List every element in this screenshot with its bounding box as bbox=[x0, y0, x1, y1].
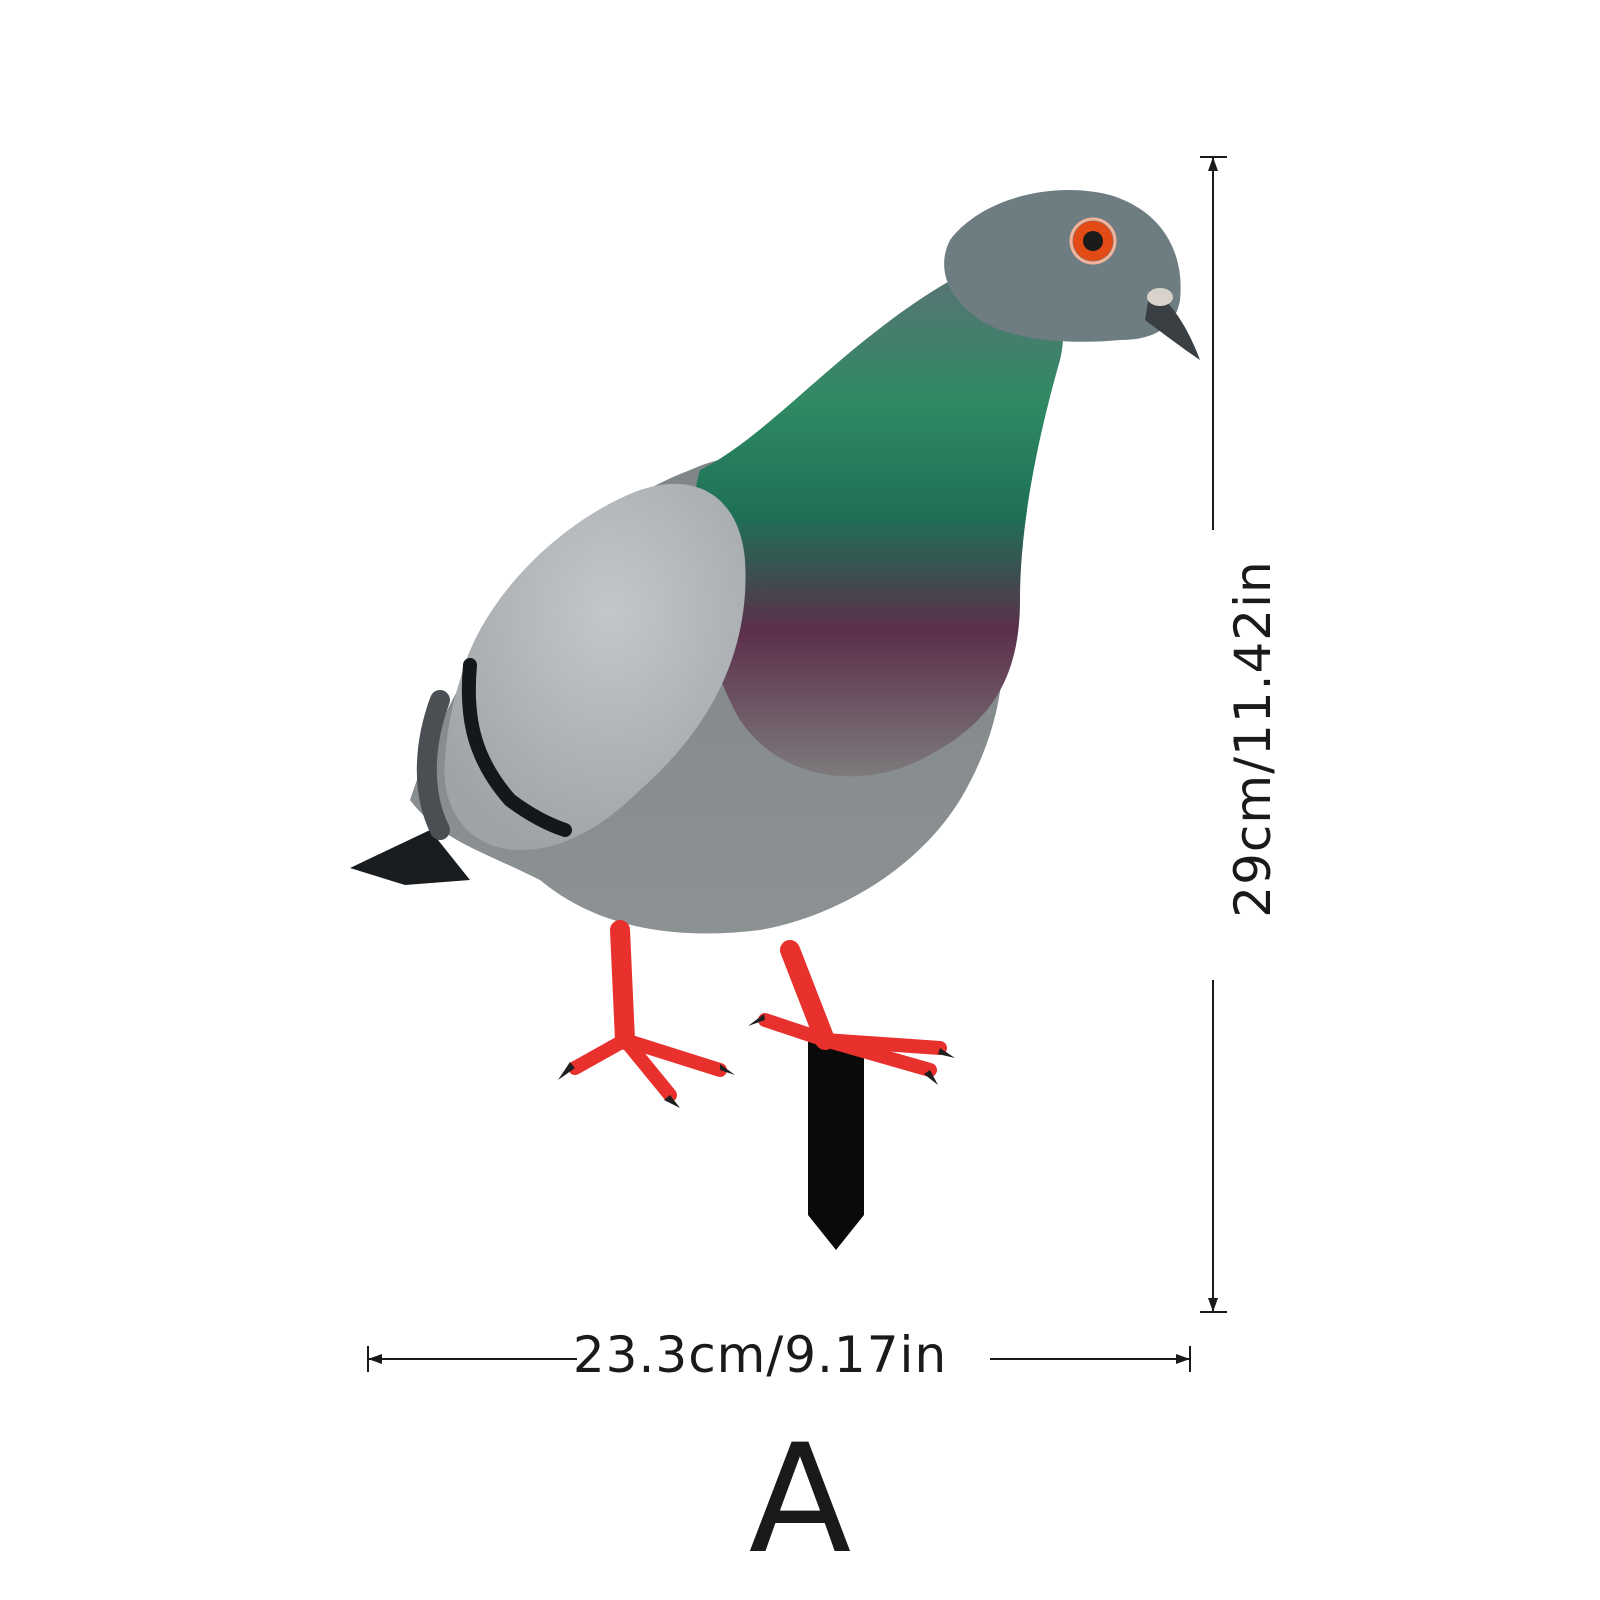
ground-stake bbox=[808, 1040, 864, 1250]
width-label: 23.3cm/9.17in bbox=[572, 1326, 948, 1384]
pigeon-claws bbox=[558, 1014, 955, 1108]
pigeon-feet bbox=[568, 920, 947, 1102]
width-dimension-line bbox=[367, 1346, 1191, 1372]
pigeon-tail bbox=[350, 830, 470, 885]
height-dimension-line bbox=[1200, 156, 1227, 1313]
variant-label: A bbox=[748, 1413, 852, 1587]
height-label: 29cm/11.42in bbox=[1224, 560, 1282, 918]
pigeon-wing bbox=[416, 483, 746, 850]
